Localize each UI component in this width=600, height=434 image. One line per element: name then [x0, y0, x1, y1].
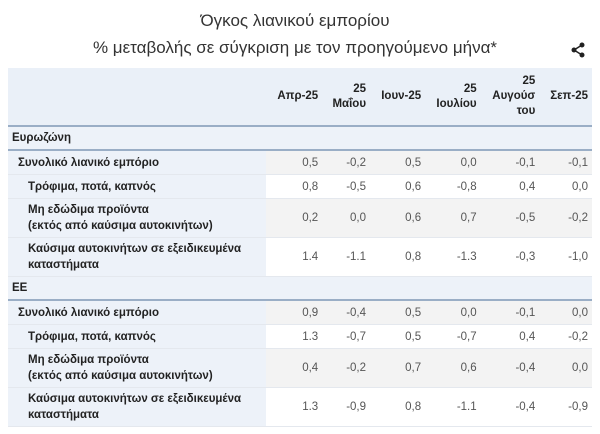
- column-header: Ιουν-25: [370, 68, 426, 127]
- value-cell: -0,1: [480, 150, 540, 175]
- table-header: Απρ-25 25 Μαΐου Ιουν-25 25 Ιουλίου 25 Αυγούσ…: [8, 68, 592, 127]
- value-cell: -0,2: [539, 324, 592, 349]
- group-label: ΕΕ: [8, 276, 592, 301]
- value-cell: 0,4: [480, 324, 540, 349]
- value-cell: -0,8: [425, 174, 481, 199]
- row-label: Συνολικό λιανικό εμπόριο: [8, 300, 266, 325]
- row-label: Μη εδώδιμα προϊόντα (εκτός από καύσιμα α…: [8, 348, 266, 388]
- value-cell: 1.3: [266, 387, 323, 427]
- value-cell: 0,6: [370, 174, 426, 199]
- value-cell: 0,8: [370, 237, 426, 277]
- column-header: Σεπ-25: [539, 68, 592, 127]
- value-cell: -0,7: [322, 324, 371, 349]
- value-cell: -1,0: [539, 237, 592, 277]
- table-row: Τρόφιμα, ποτά, καπνός 0,8 -0,5 0,6 -0,8 0,4 0,…: [8, 174, 592, 199]
- value-cell: -1.1: [322, 237, 371, 277]
- value-cell: 0,5: [370, 324, 426, 349]
- value-cell: 0,0: [539, 174, 592, 199]
- table-row: Καύσιμα αυτοκινήτων σε εξειδικευμένα κατ…: [8, 237, 592, 277]
- table-row: Συνολικό λιανικό εμπόριο 0,5 -0,2 0,5 0,0 -0,…: [8, 150, 592, 175]
- value-cell: -0,2: [322, 150, 371, 175]
- chart-title: Όγκος λιανικού εμπορίου: [200, 11, 390, 30]
- value-cell: 0,0: [539, 300, 592, 325]
- table-row: Τρόφιμα, ποτά, καπνός 1.3 -0,7 0,5 -0,7 0,4 -0…: [8, 324, 592, 349]
- value-cell: 0,9: [266, 300, 323, 325]
- value-cell: 0,6: [425, 348, 481, 388]
- value-cell: 0,5: [370, 150, 426, 175]
- header-blank: [8, 68, 266, 127]
- column-header: 25 Αυγούσ του: [480, 68, 540, 127]
- value-cell: 0,0: [539, 348, 592, 388]
- share-icon[interactable]: [570, 42, 586, 58]
- row-label: Συνολικό λιανικό εμπόριο: [8, 150, 266, 175]
- table-row: Καύσιμα αυτοκινήτων σε εξειδικευμένα κατ…: [8, 387, 592, 427]
- table-row: Συνολικό λιανικό εμπόριο 0,9 -0,4 0,5 0,0 -0,…: [8, 300, 592, 325]
- value-cell: 0,4: [480, 174, 540, 199]
- group-label: Ευρωζώνη: [8, 126, 592, 151]
- value-cell: 1.4: [266, 237, 323, 277]
- value-cell: -0,7: [425, 324, 481, 349]
- column-header: 25 Ιουλίου: [425, 68, 481, 127]
- group-row: Ευρωζώνη: [8, 126, 592, 151]
- value-cell: 0,2: [266, 198, 323, 238]
- column-header: 25 Μαΐου: [322, 68, 371, 127]
- chart-subtitle: % μεταβολής σε σύγκριση με τον προηγούμε…: [92, 38, 498, 57]
- value-cell: 0,5: [266, 150, 323, 175]
- row-label: Καύσιμα αυτοκινήτων σε εξειδικευμένα κατ…: [8, 237, 266, 277]
- row-label: Τρόφιμα, ποτά, καπνός: [8, 174, 266, 199]
- value-cell: -0,1: [480, 300, 540, 325]
- row-label: Τρόφιμα, ποτά, καπνός: [8, 324, 266, 349]
- value-cell: -1.1: [425, 387, 481, 427]
- value-cell: -0,3: [480, 237, 540, 277]
- value-cell: 1.3: [266, 324, 323, 349]
- row-label: Καύσιμα αυτοκινήτων σε εξειδικευμένα κατ…: [8, 387, 266, 427]
- group-row: ΕΕ: [8, 276, 592, 301]
- value-cell: -0,4: [480, 348, 540, 388]
- value-cell: 0,6: [370, 198, 426, 238]
- table-row: Μη εδώδιμα προϊόντα (εκτός από καύσιμα α…: [8, 198, 592, 238]
- value-cell: -0,9: [539, 387, 592, 427]
- value-cell: -0,5: [480, 198, 540, 238]
- value-cell: -1.3: [425, 237, 481, 277]
- value-cell: -0,5: [322, 174, 371, 199]
- value-cell: 0,8: [370, 387, 426, 427]
- value-cell: 0,0: [425, 150, 481, 175]
- value-cell: 0,0: [425, 300, 481, 325]
- value-cell: -0,4: [322, 300, 371, 325]
- value-cell: -0,4: [480, 387, 540, 427]
- value-cell: -0,2: [539, 198, 592, 238]
- value-cell: -0,2: [322, 348, 371, 388]
- value-cell: 0,7: [370, 348, 426, 388]
- value-cell: 0,0: [322, 198, 371, 238]
- retail-volume-table: Απρ-25 25 Μαΐου Ιουν-25 25 Ιουλίου 25 Αυγούσ…: [8, 68, 592, 427]
- column-header: Απρ-25: [266, 68, 323, 127]
- table-row: Μη εδώδιμα προϊόντα (εκτός από καύσιμα α…: [8, 348, 592, 388]
- value-cell: -0,1: [539, 150, 592, 175]
- value-cell: -0,9: [322, 387, 371, 427]
- value-cell: 0,7: [425, 198, 481, 238]
- value-cell: 0,8: [266, 174, 323, 199]
- row-label: Μη εδώδιμα προϊόντα (εκτός από καύσιμα α…: [8, 198, 266, 238]
- value-cell: 0,4: [266, 348, 323, 388]
- value-cell: 0,5: [370, 300, 426, 325]
